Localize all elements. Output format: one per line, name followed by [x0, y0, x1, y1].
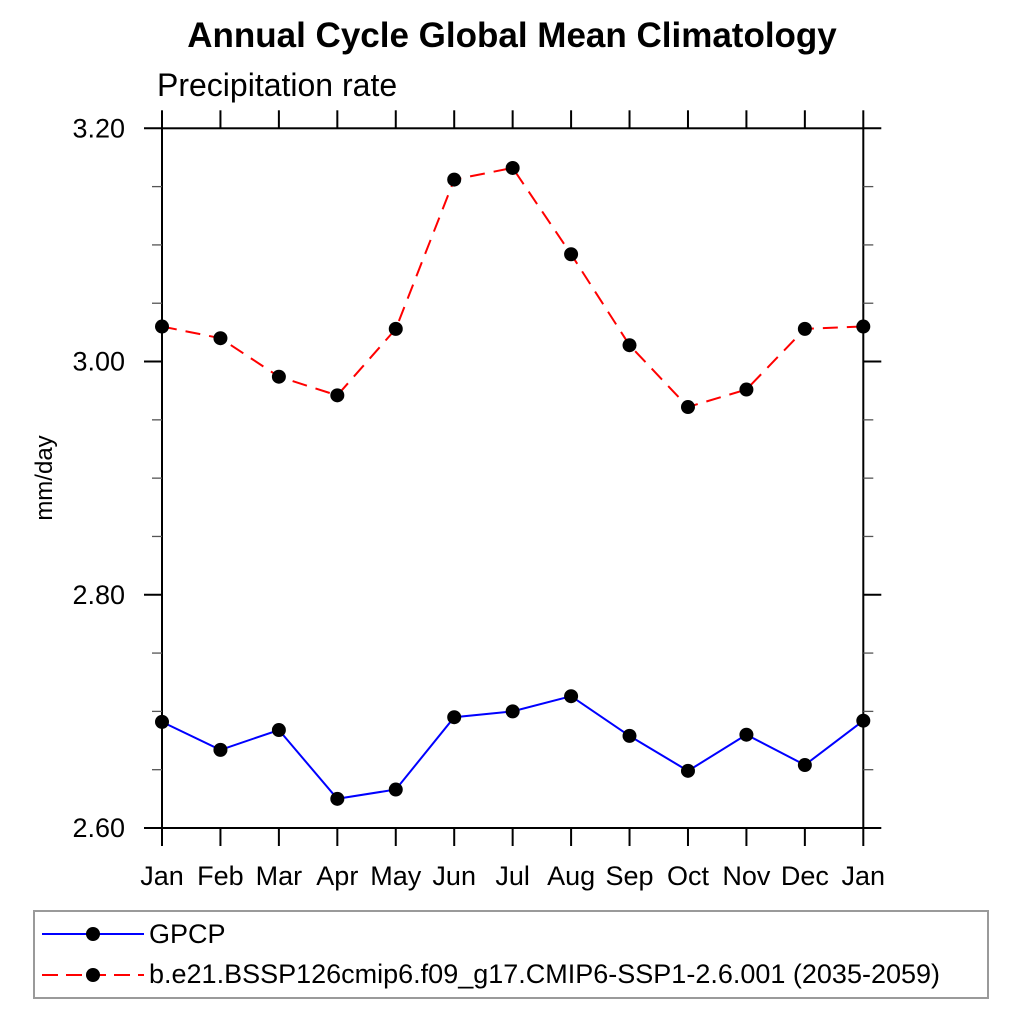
data-point-model	[564, 247, 579, 262]
data-point-gpcp	[622, 728, 637, 743]
legend-label-gpcp: GPCP	[149, 918, 226, 949]
x-tick-label: Jan	[140, 861, 184, 891]
x-tick-label: Nov	[722, 861, 771, 891]
data-point-model	[797, 321, 812, 336]
data-point-gpcp	[388, 782, 403, 797]
data-point-gpcp	[330, 791, 345, 806]
data-point-model	[213, 331, 228, 346]
series-line-model	[161, 166, 864, 409]
data-point-gpcp	[213, 742, 228, 757]
model-line-sample-icon	[42, 967, 144, 982]
data-point-gpcp	[271, 723, 286, 738]
x-tick-label: Mar	[256, 861, 303, 891]
legend-entry-gpcp: GPCP	[35, 914, 987, 954]
data-point-gpcp	[739, 727, 754, 742]
y-tick-label: 2.60	[72, 813, 125, 843]
data-point-gpcp	[797, 758, 812, 773]
x-tick-label: Jan	[842, 861, 886, 891]
x-tick-label: May	[370, 861, 422, 891]
data-point-gpcp	[447, 710, 462, 725]
data-point-model	[330, 388, 345, 403]
x-tick-label: Sep	[606, 861, 654, 891]
x-tick-label: Aug	[547, 861, 595, 891]
y-tick-label: 3.00	[72, 347, 125, 377]
data-point-gpcp	[680, 763, 695, 778]
data-point-model	[388, 321, 403, 336]
legend-label-model: b.e21.BSSP126cmip6.f09_g17.CMIP6-SSP1-2.…	[149, 959, 941, 990]
data-point-model	[680, 400, 695, 415]
y-tick-label: 2.80	[72, 580, 125, 610]
data-point-model	[271, 369, 286, 384]
x-tick-label: Jun	[432, 861, 476, 891]
data-point-model	[856, 319, 871, 334]
x-tick-label: Oct	[667, 861, 710, 891]
data-point-gpcp	[564, 689, 579, 704]
y-tick-label: 3.20	[72, 113, 125, 143]
data-point-gpcp	[505, 704, 520, 719]
x-tick-label: Jul	[495, 861, 530, 891]
gpcp-line-sample-icon	[42, 927, 144, 942]
data-point-model	[739, 382, 754, 397]
data-point-gpcp	[155, 714, 169, 729]
legend-box: GPCP b.e21.BSSP126cmip6.f09_g17.CMIP6-SS…	[33, 910, 989, 999]
data-point-model	[155, 319, 169, 334]
data-point-model	[622, 338, 637, 353]
x-tick-label: Feb	[197, 861, 244, 891]
data-point-model	[505, 160, 520, 175]
x-tick-label: Apr	[316, 861, 358, 891]
chart-title: Annual Cycle Global Mean Climatology	[187, 16, 837, 55]
data-point-gpcp	[856, 713, 871, 728]
plot-frame	[161, 127, 865, 830]
data-point-model	[447, 172, 462, 187]
x-tick-label: Dec	[781, 861, 829, 891]
legend-entry-model: b.e21.BSSP126cmip6.f09_g17.CMIP6-SSP1-2.…	[35, 955, 987, 995]
chart-subtitle: Precipitation rate	[157, 67, 398, 103]
